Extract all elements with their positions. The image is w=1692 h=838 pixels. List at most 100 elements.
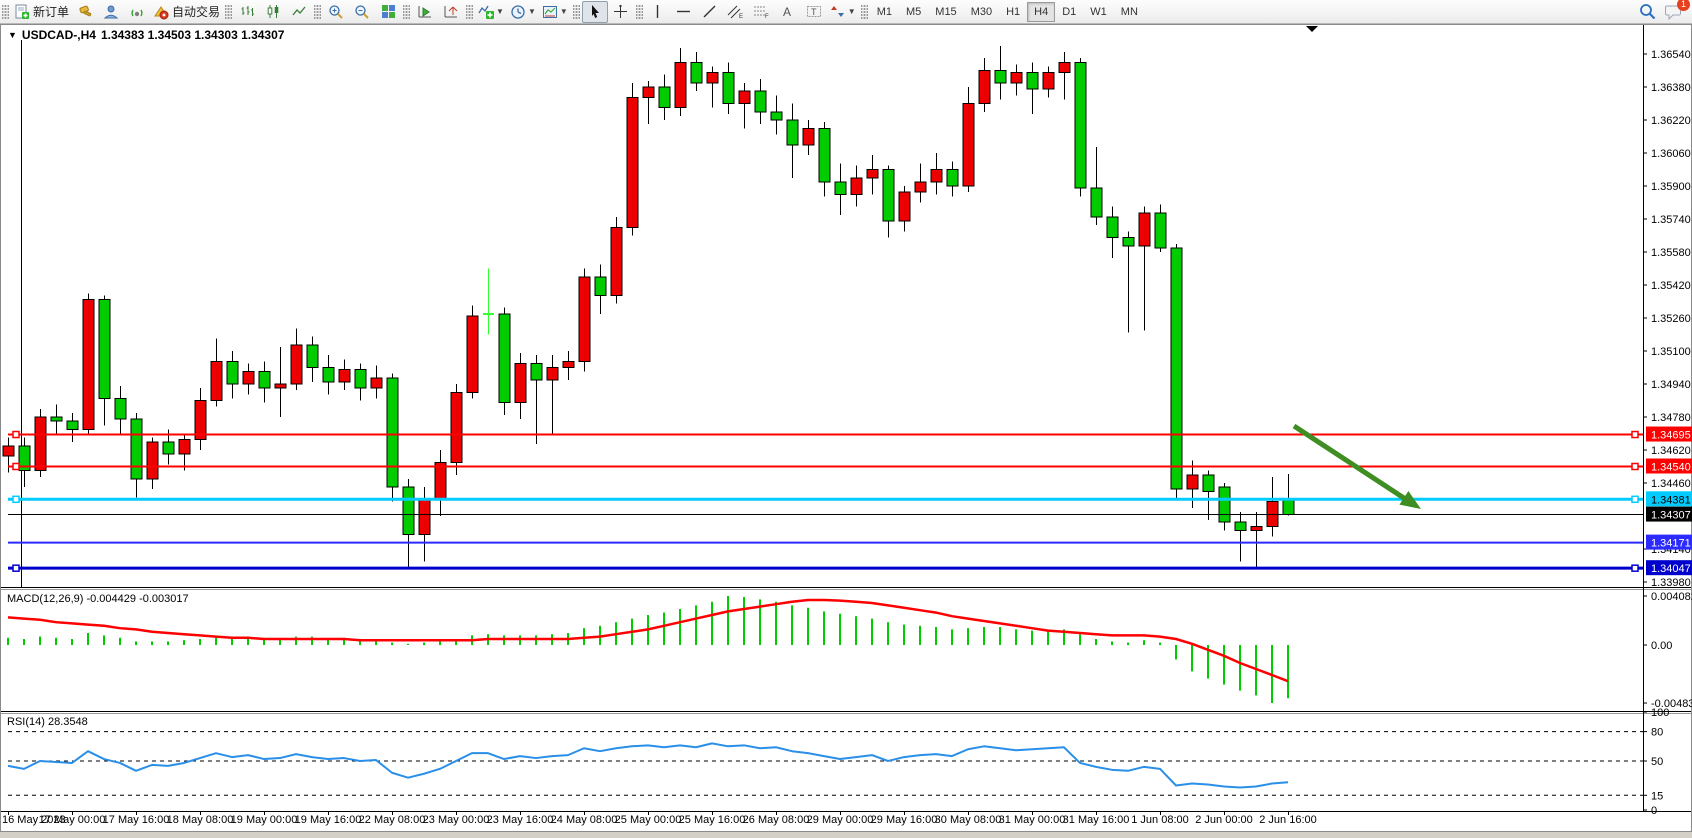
periods-button[interactable]: ▼ [507,1,539,23]
templates-dropdown-caret[interactable]: ▼ [559,7,568,16]
candle-bearish [722,72,735,104]
timeframe-button-h1[interactable]: H1 [1006,5,1021,18]
hline-handle[interactable] [1631,564,1639,572]
price-tick-label: 1.34620 [1651,445,1691,457]
timeframe-group: M1 M5 M15 M30 H1 H4 D1 W1 MN [870,1,1145,22]
chart-canvas[interactable]: 1.36540 1.36380 1.36220 1.36060 1.35900 1.357… [0,24,1692,832]
crosshair-tool-button[interactable] [608,1,634,23]
time-tick-label: 31 May 00:00 [999,814,1066,826]
indicators-dropdown-caret[interactable]: ▼ [496,7,504,16]
profile-button[interactable] [98,1,124,23]
equidistant-channel-tool-button[interactable]: E [723,1,749,23]
rsi-tick-label: 50 [1651,756,1663,768]
hline-handle[interactable] [1631,495,1639,504]
time-tick-label: 30 May 08:00 [935,814,1002,826]
candle-bearish [498,313,511,404]
macd-histogram [7,595,1289,704]
time-tick-label: 25 May 00:00 [615,814,682,826]
toolbar-grip[interactable] [466,3,474,20]
timeframe-button-m30[interactable]: M30 [970,5,993,18]
hline-handle[interactable] [12,430,20,439]
autotrade-button[interactable]: 自动交易 [150,1,223,23]
arrows-tool-button[interactable]: ▼ [827,1,859,23]
arrows-icon [830,6,844,17]
zoom-in-button[interactable] [323,1,349,23]
chart-window[interactable]: ▼ USDCAD-,H4 1.34383 1.34503 1.34303 1.3… [0,24,1692,832]
candle-bullish [146,441,159,480]
indicators-button[interactable]: ▼ [475,1,507,23]
timeframe-button-w1[interactable]: W1 [1090,5,1107,18]
candle-bullish [1186,474,1199,490]
toolbar-grip[interactable] [403,3,411,20]
candle-bearish [1170,247,1183,490]
auto-scroll-button[interactable] [412,1,438,23]
timeframe-button-mn[interactable]: MN [1120,5,1138,18]
signal-icon [131,9,143,16]
trendline-tool-button[interactable] [697,1,723,23]
zoom-in-icon [329,4,343,19]
signal-button[interactable] [124,1,150,23]
candles [2,45,1295,568]
bar-chart-mode-button[interactable] [234,1,260,23]
text-tool-button[interactable]: A [775,1,801,23]
toolbar-grip[interactable] [314,3,322,20]
candle-bullish [194,400,207,441]
timeframe-button-h4[interactable]: H4 [1027,1,1056,22]
chat-button[interactable]: 1 [1660,0,1690,23]
candle-bearish [1218,486,1231,523]
chart-shift-marker[interactable] [1306,26,1318,32]
hline-handle[interactable] [1631,462,1639,471]
timeframe-button-m15[interactable]: M15 [935,5,957,18]
hline-handle[interactable] [12,495,20,504]
candle-bearish [130,418,143,480]
time-tick-label: 31 May 16:00 [1063,814,1130,826]
hline-handle[interactable] [12,564,20,572]
line-chart-mode-button[interactable] [286,1,312,23]
zoom-out-button[interactable] [349,1,375,23]
notification-badge: 1 [1677,0,1690,11]
timeframe-button-d1[interactable]: D1 [1062,5,1077,18]
candle-bearish [306,344,319,368]
chart-shift-button[interactable] [438,1,464,23]
chart-menu-triangle-icon[interactable]: ▼ [8,30,17,40]
hline-handle[interactable] [1631,430,1639,439]
gavel-icon [79,5,92,16]
templates-button[interactable]: ▼ [539,1,571,23]
candle-bullish [546,367,559,381]
time-tick-label: 2 Jun 00:00 [1195,814,1253,826]
autotrade-icon [154,5,169,19]
candlestick-mode-button[interactable] [260,1,286,23]
toolbar-grip[interactable] [572,3,580,20]
profile-icon [103,5,119,18]
new-order-button[interactable]: 新订单 [11,1,72,23]
cursor-tool-button[interactable] [581,0,608,23]
candle-bearish [1106,216,1119,239]
candle-bearish [258,371,271,389]
toolbar-grip[interactable] [635,3,643,20]
fibonacci-tool-button[interactable]: F [749,1,775,23]
chart-shift-icon [444,5,458,17]
text-label-tool-button[interactable]: T [801,1,827,23]
timeframe-button-m5[interactable]: M5 [906,5,922,18]
price-tick-label: 1.34460 [1651,478,1691,490]
toolbar-grip[interactable] [860,3,868,20]
periods-dropdown-caret[interactable]: ▼ [527,7,536,16]
candlestick-icon [267,5,278,18]
search-button[interactable] [1634,1,1660,23]
tile-windows-button[interactable] [375,1,401,23]
hline-handle[interactable] [12,462,20,471]
autotrade-label: 自动交易 [172,5,221,19]
gavel-button[interactable] [72,1,98,23]
price-tick-label: 1.35900 [1651,181,1691,193]
toolbar-grip[interactable] [225,3,233,20]
horizontal-line-tool-button[interactable] [671,1,697,23]
toolbar-grip[interactable] [2,3,9,20]
toolbar: 新订单 [0,0,1692,24]
arrows-dropdown-caret[interactable]: ▼ [847,7,856,16]
vertical-line-tool-button[interactable] [645,1,671,23]
chart-title: ▼ USDCAD-,H4 1.34383 1.34503 1.34303 1.3… [8,28,284,42]
timeframe-button-m1[interactable]: M1 [876,5,892,18]
trend-arrow[interactable] [1292,423,1421,509]
